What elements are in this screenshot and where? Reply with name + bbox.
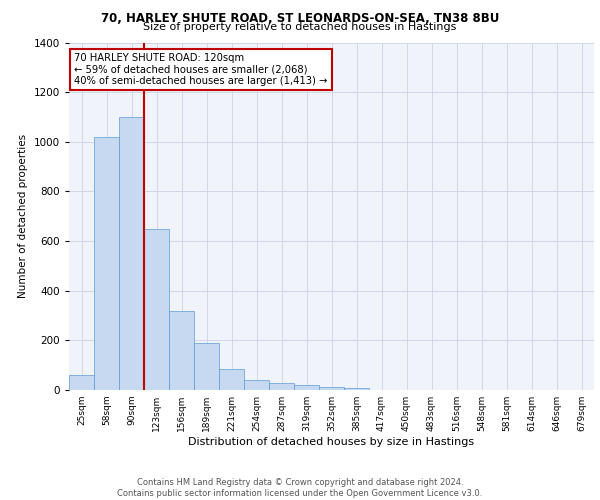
Bar	[94, 137, 119, 390]
Text: 70 HARLEY SHUTE ROAD: 120sqm
← 59% of detached houses are smaller (2,068)
40% of: 70 HARLEY SHUTE ROAD: 120sqm ← 59% of de…	[74, 53, 328, 86]
X-axis label: Distribution of detached houses by size in Hastings: Distribution of detached houses by size …	[188, 437, 475, 447]
Bar	[269, 383, 294, 390]
Bar	[294, 384, 319, 390]
Bar	[344, 388, 369, 390]
Bar	[319, 386, 344, 390]
Bar	[169, 310, 194, 390]
Text: Size of property relative to detached houses in Hastings: Size of property relative to detached ho…	[143, 22, 457, 32]
Bar	[119, 117, 144, 390]
Bar	[244, 380, 269, 390]
Text: 70, HARLEY SHUTE ROAD, ST LEONARDS-ON-SEA, TN38 8BU: 70, HARLEY SHUTE ROAD, ST LEONARDS-ON-SE…	[101, 12, 499, 24]
Bar	[194, 343, 219, 390]
Bar	[219, 369, 244, 390]
Text: Contains HM Land Registry data © Crown copyright and database right 2024.
Contai: Contains HM Land Registry data © Crown c…	[118, 478, 482, 498]
Y-axis label: Number of detached properties: Number of detached properties	[18, 134, 28, 298]
Bar	[69, 375, 94, 390]
Bar	[144, 229, 169, 390]
